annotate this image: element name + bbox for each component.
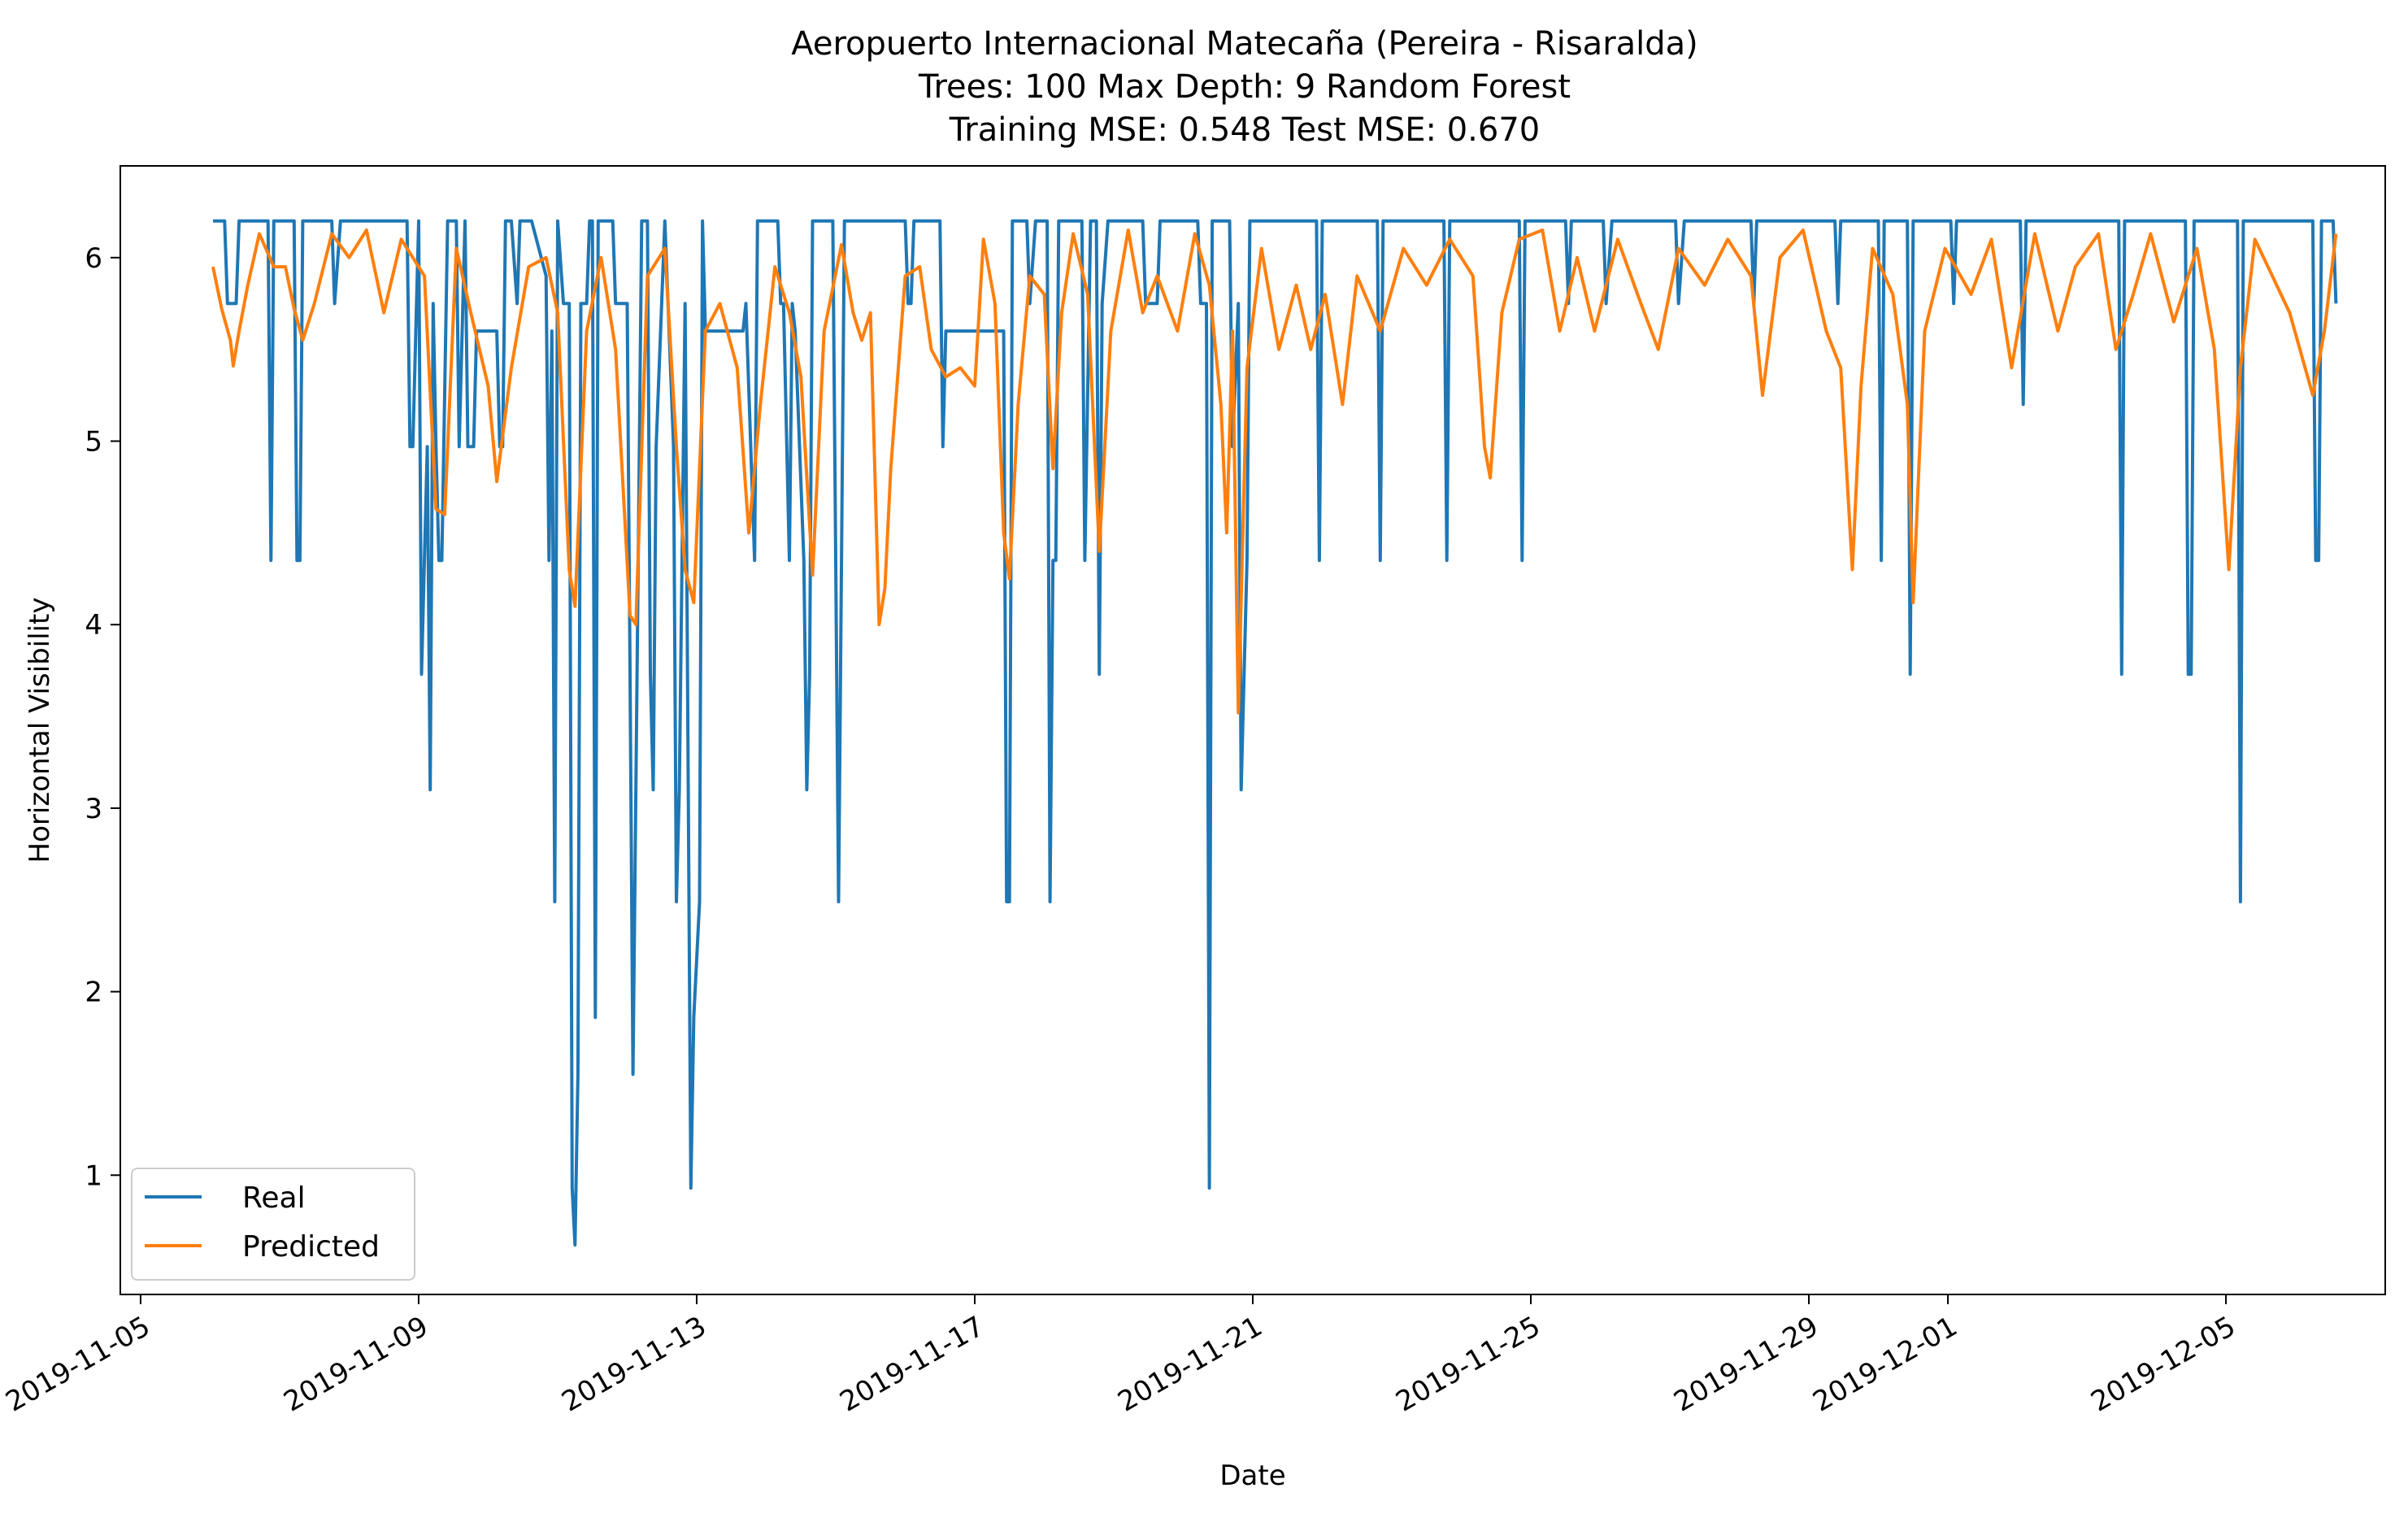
legend-box xyxy=(131,1168,415,1281)
x-axis-label: Date xyxy=(1219,1460,1285,1492)
legend: Real Predicted xyxy=(131,1168,415,1281)
y-axis-label: Horizontal Visibility xyxy=(24,598,56,864)
y-tick-label: 2 xyxy=(85,977,102,1009)
legend-predicted-label: Predicted xyxy=(242,1230,380,1264)
chart-title: Aeropuerto Internacional Matecaña (Perei… xyxy=(791,25,1698,63)
y-tick-label: 1 xyxy=(85,1159,102,1192)
chart-subtitle-line-2: Training MSE: 0.548 Test MSE: 0.670 xyxy=(949,111,1541,149)
chart-subtitle-line-1: Trees: 100 Max Depth: 9 Random Forest xyxy=(918,68,1571,106)
y-axis-ticks: 1 2 3 4 5 6 xyxy=(85,242,120,1192)
plot-frame xyxy=(120,165,2386,1295)
y-tick-label: 6 xyxy=(85,242,102,275)
y-tick-label: 4 xyxy=(85,609,102,642)
y-tick-label: 5 xyxy=(85,426,102,459)
series-line-predicted xyxy=(211,228,2338,715)
legend-real-label: Real xyxy=(242,1181,306,1215)
y-tick-label: 3 xyxy=(85,793,102,825)
series-layer xyxy=(211,219,2338,1247)
